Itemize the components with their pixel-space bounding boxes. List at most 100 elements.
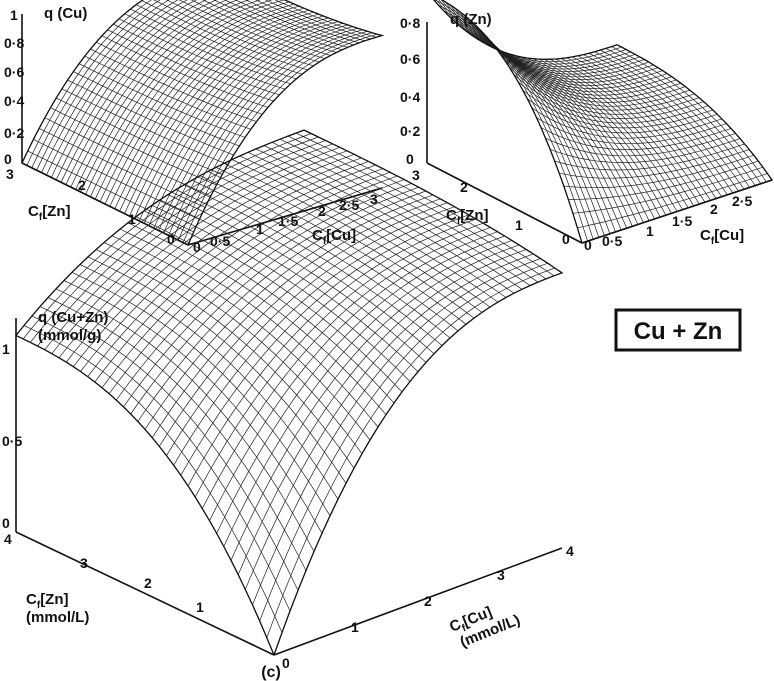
mesh-line-zn: [141, 0, 308, 71]
cu-axis-label-group: Cf[Cu] (mmol/L): [447, 603, 523, 651]
mesh-line-zn: [583, 54, 739, 192]
mesh-line-zn: [135, 4, 303, 75]
zn-tick-label: 3: [6, 166, 14, 182]
cu-tick-label: 4: [566, 543, 574, 559]
mesh-line-cu: [266, 267, 555, 638]
mesh-line-zn: [151, 204, 411, 382]
mesh-line-cu: [438, 0, 627, 65]
mesh-line-zn: [594, 51, 750, 188]
mesh-line-cu: [144, 194, 434, 430]
z-tick-label: 0: [406, 151, 414, 167]
cu-tick-label: 0: [584, 237, 592, 253]
figure-caption: (c): [261, 664, 281, 681]
mesh-line-cu: [60, 0, 217, 183]
surface-outline: [21, 0, 385, 246]
mesh-line-zn: [577, 55, 734, 194]
cu-tick-label: 2: [424, 593, 432, 609]
cu-tick-label: 1: [351, 619, 359, 635]
mesh-line-cu: [22, 133, 312, 340]
mesh-line-zn: [255, 0, 365, 42]
mesh-line-zn: [572, 56, 728, 195]
zn-tick-label: 1: [515, 217, 523, 233]
panel-q-cu: q (Cu) 0 0·2 0·4 0·6 0·8 1 3 2 1 0 Cf[Zn…: [4, 0, 385, 255]
legend-frame: [614, 308, 742, 352]
surface-mesh-q-cu-zn: [14, 129, 564, 656]
cu-tick-label: 2·5: [339, 197, 359, 213]
z-tick-label: 0·2: [400, 123, 420, 139]
cu-tick-label: 1: [646, 223, 654, 239]
axes-q-zn: [426, 22, 773, 244]
mesh-line-zn: [482, 41, 639, 225]
mesh-line-zn: [263, 145, 523, 290]
mesh-line-cu: [58, 150, 348, 359]
mesh-line-cu: [85, 0, 273, 195]
z-axis-unit: (mmol/g): [38, 327, 101, 344]
mesh-line-zn: [611, 46, 767, 183]
mesh-line-cu: [481, 31, 672, 93]
z-tick-label: 0·6: [400, 51, 420, 67]
mesh-line-zn: [600, 49, 756, 186]
mesh-line-cu: [223, 240, 512, 547]
cu-tick-label: 2: [710, 201, 718, 217]
mesh-line-zn: [295, 132, 555, 277]
zn-axis-label: Cf[Zn]: [28, 203, 71, 223]
z-tick-label: 0·2: [4, 125, 24, 141]
zn-tick-label: 4: [4, 531, 12, 547]
mesh-line-zn: [287, 135, 547, 280]
mesh-line-cu: [467, 18, 659, 83]
z-tick-label: 0·4: [4, 93, 24, 109]
mesh-line-zn: [264, 0, 371, 40]
mesh-line-cu: [55, 0, 207, 181]
cu-tick-label: 1: [256, 221, 264, 237]
mesh-line-cu: [458, 10, 650, 78]
mesh-line-cu: [94, 1, 290, 200]
zn-axis-line: [21, 162, 189, 246]
mesh-line-cu: [168, 29, 363, 236]
mesh-line-cu: [51, 146, 340, 354]
cu-axis-line: [273, 547, 563, 656]
mesh-line-cu: [449, 4, 640, 72]
mesh-line-cu: [252, 258, 541, 606]
mesh-line-cu: [44, 143, 333, 350]
cu-axis-line: [187, 187, 383, 246]
mesh-line-cu: [116, 179, 405, 401]
cu-tick-label: 0·5: [602, 233, 622, 249]
mesh-line-zn: [190, 0, 331, 56]
mesh-line-zn: [274, 0, 377, 38]
mesh-line-cu: [495, 47, 686, 103]
z-tick-label: 0·8: [4, 35, 24, 51]
mesh-line-cu: [545, 133, 736, 157]
mesh-line-zn: [605, 48, 762, 184]
z-tick-label: 0·8: [400, 15, 420, 31]
mesh-line-cu: [90, 0, 285, 197]
mesh-line-cu: [46, 0, 188, 176]
zn-axis-line: [426, 162, 583, 244]
mesh-line-zn: [175, 189, 435, 355]
z-tick-label: 1: [10, 7, 18, 23]
mesh-line-zn: [279, 138, 539, 283]
zn-tick-label: 2: [78, 177, 86, 193]
panel-q-cu-zn: q (Cu+Zn) (mmol/g) 0 0·5 1 4 3 2 1 Cf[Zn…: [2, 129, 574, 671]
mesh-line-zn: [555, 58, 711, 201]
cu-axis-line: [581, 179, 773, 244]
zn-axis-label: Cf[Zn]: [446, 207, 489, 227]
cu-tick-label: 3: [497, 567, 505, 583]
mesh-line-zn: [166, 0, 320, 63]
mesh-line-cu: [440, 0, 631, 67]
axes-q-cu-zn: [15, 318, 563, 656]
zn-axis-unit: (mmol/L): [26, 609, 89, 626]
mesh-line-zn: [202, 0, 337, 53]
mesh-line-cu: [65, 0, 228, 185]
mesh-line-zn: [178, 0, 325, 59]
surface-outline: [14, 129, 564, 656]
mesh-line-zn: [477, 38, 633, 227]
zn-tick-label: 1: [196, 599, 204, 615]
surface-mesh-q-cu: [21, 0, 385, 246]
mesh-line-zn: [538, 58, 695, 207]
mesh-line-cu: [99, 3, 295, 202]
zn-tick-label: 3: [80, 555, 88, 571]
mesh-line-zn: [124, 13, 291, 85]
cu-axis-label: Cf[Cu]: [312, 227, 356, 247]
mesh-line-cu: [499, 53, 691, 107]
mesh-line-cu: [490, 41, 681, 100]
